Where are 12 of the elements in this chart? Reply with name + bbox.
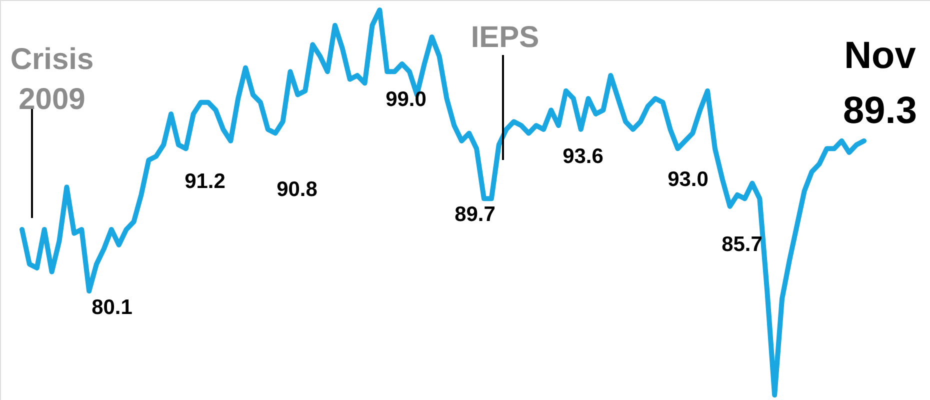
annotation: 93.0	[668, 168, 708, 191]
annotation: 85.7	[722, 233, 762, 256]
annotation: IEPS	[470, 21, 540, 54]
annotation: Nov	[844, 35, 916, 77]
annotation: 91.2	[184, 170, 226, 193]
annotation: 99.0	[386, 88, 426, 111]
annotation: 80.1	[92, 296, 133, 319]
annotation: Crisis 2009	[10, 43, 94, 116]
annotation: 89.3	[843, 90, 917, 132]
annotation: 89.7	[454, 203, 496, 226]
annotation: 93.6	[562, 145, 604, 168]
annotation: 90.8	[276, 178, 318, 201]
